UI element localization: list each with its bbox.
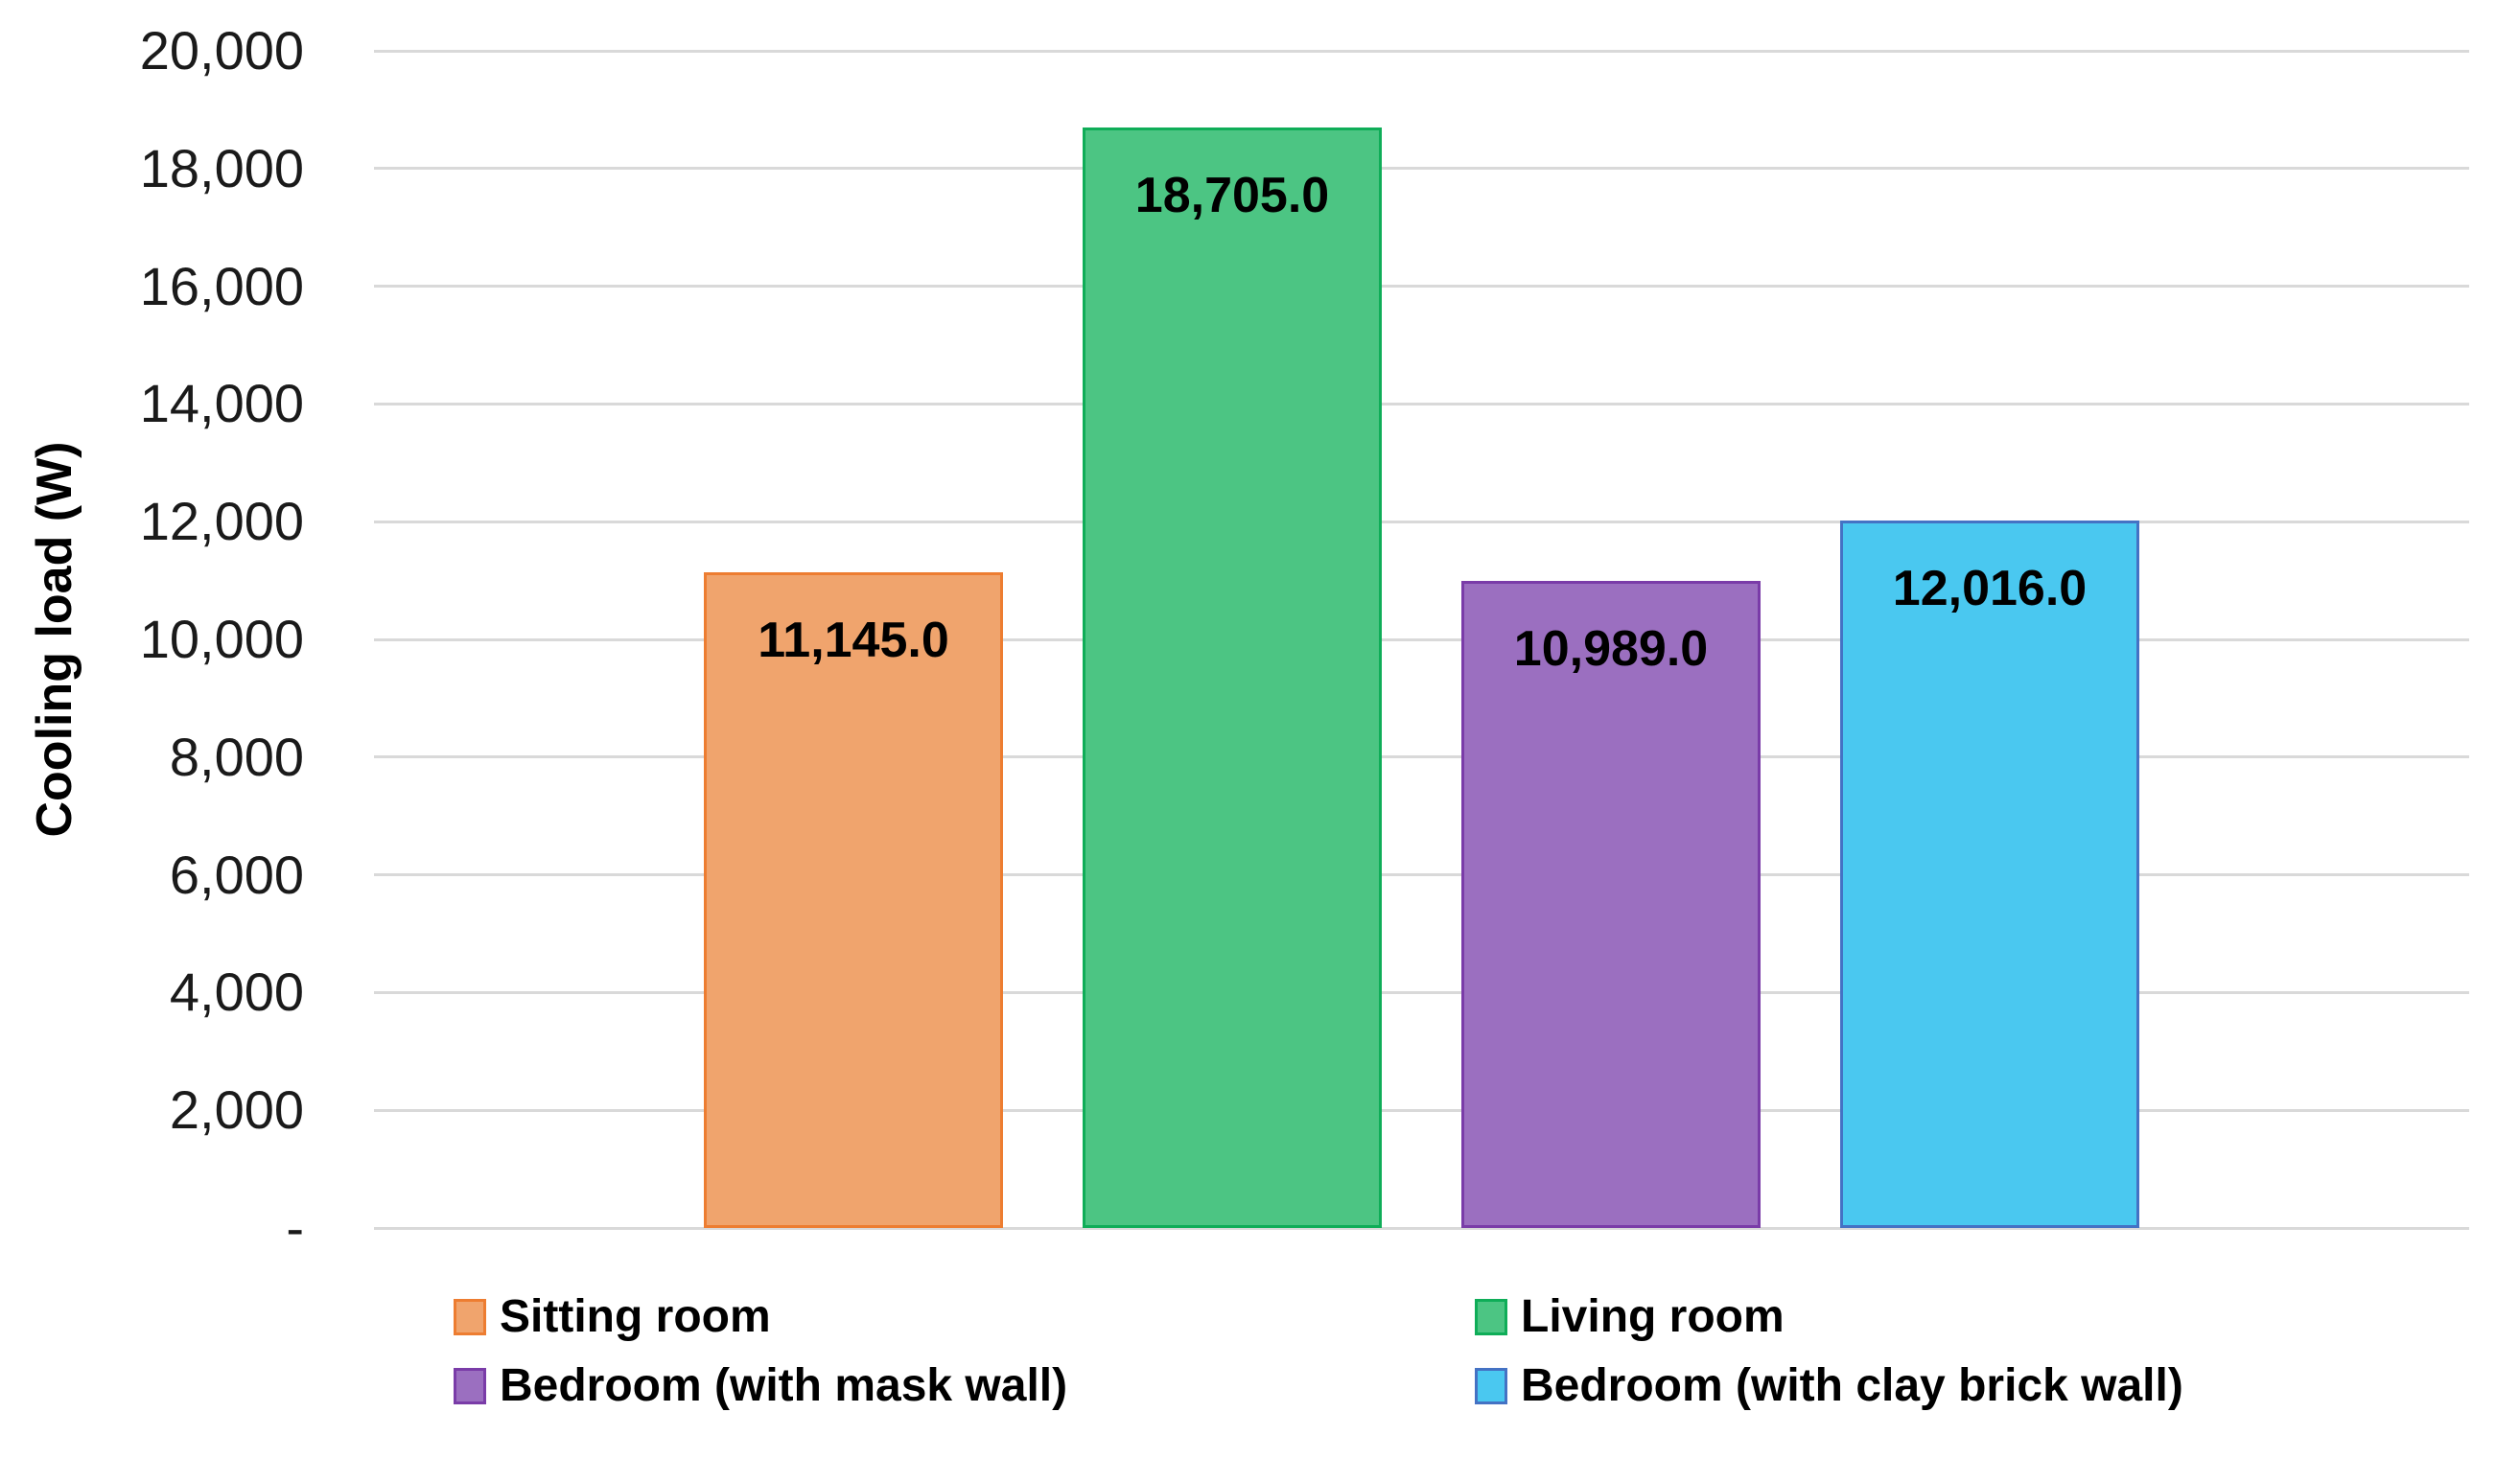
y-tick-label: 4,000: [169, 961, 304, 1023]
bar-value-label: 10,989.0: [1513, 621, 1709, 678]
y-tick-label: 20,000: [139, 20, 304, 81]
legend-item-bedroom-with-clay-brick-wall: Bedroom (with clay brick wall): [1475, 1361, 2183, 1411]
legend-swatch-icon: [454, 1299, 486, 1335]
y-tick-label: 14,000: [139, 373, 304, 434]
y-axis-tick-labels: - 2,000 4,000 6,000 8,000 10,000 12,000 14,000 1…: [0, 24, 304, 1255]
gridline-6000: [374, 873, 2469, 877]
y-tick-label: 16,000: [139, 255, 304, 316]
y-tick-label: 6,000: [169, 844, 304, 905]
gridline-14000: [374, 402, 2469, 405]
legend-swatch-icon: [454, 1368, 486, 1404]
legend: Sitting room Living room Bedroom (with mas…: [454, 1292, 2183, 1411]
y-tick-label: -: [286, 1197, 304, 1258]
gridline-10000: [374, 637, 2469, 641]
legend-swatch-icon: [1475, 1299, 1507, 1335]
legend-swatch-icon: [1475, 1368, 1507, 1404]
y-tick-label: 18,000: [139, 137, 304, 198]
gridline-12000: [374, 520, 2469, 523]
bar-value-label: 11,145.0: [758, 612, 949, 668]
legend-item-living-room: Living room: [1475, 1292, 2183, 1342]
gridline-8000: [374, 755, 2469, 759]
bar-value-label: 18,705.0: [1134, 167, 1330, 223]
gridline-4000: [374, 990, 2469, 994]
gridline-2000: [374, 1108, 2469, 1112]
gridline-20000: [374, 49, 2469, 53]
bar-value-label: 12,016.0: [1892, 561, 2088, 617]
y-tick-label: 8,000: [169, 726, 304, 787]
gridline-18000: [374, 167, 2469, 171]
gridline-16000: [374, 285, 2469, 289]
legend-label: Bedroom (with mask wall): [500, 1360, 1068, 1411]
legend-item-bedroom-with-mask-wall: Bedroom (with mask wall): [454, 1361, 1475, 1411]
legend-label: Living room: [1521, 1291, 1785, 1342]
bar-sitting-room: 11,145.0: [704, 571, 1003, 1228]
bar-bedroom-with-mask-wall: 10,989.0: [1461, 581, 1761, 1228]
legend-label: Sitting room: [500, 1291, 771, 1342]
y-tick-label: 2,000: [169, 1079, 304, 1141]
gridline-0: [374, 1226, 2469, 1230]
bar-bedroom-with-clay-brick-wall: 12,016.0: [1840, 521, 2139, 1228]
bar-living-room: 18,705.0: [1083, 127, 1382, 1228]
y-tick-label: 10,000: [139, 609, 304, 669]
legend-label: Bedroom (with clay brick wall): [1521, 1360, 2183, 1411]
y-tick-label: 12,000: [139, 491, 304, 552]
legend-item-sitting-room: Sitting room: [454, 1292, 1475, 1342]
plot-area: 11,145.0 18,705.0 10,989.0 12,016.0: [374, 49, 2469, 1230]
